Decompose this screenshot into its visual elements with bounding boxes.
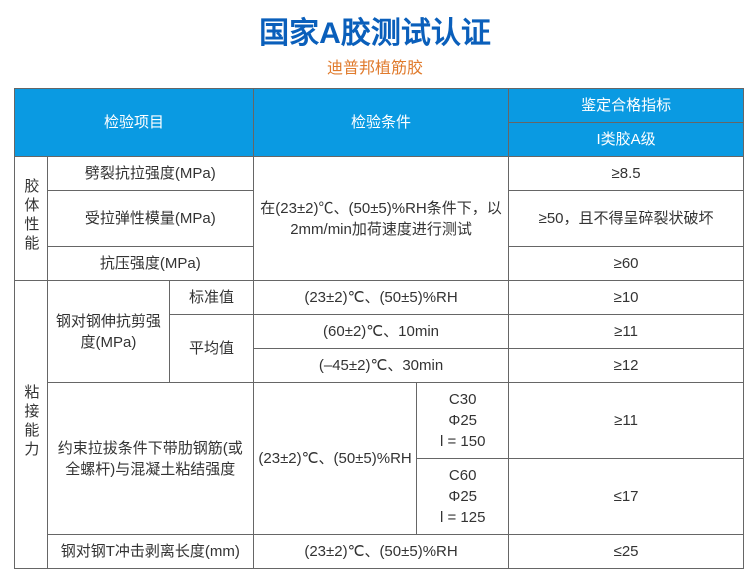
g2-cond2: (60±2)℃、10min bbox=[253, 315, 508, 349]
g2-spec3: ≥12 bbox=[509, 349, 744, 383]
header-cond: 检验条件 bbox=[253, 89, 508, 157]
header-spec-top: 鉴定合格指标 bbox=[509, 89, 744, 123]
group2-label: 粘接能力 bbox=[15, 281, 48, 569]
header-spec-sub: I类胶A级 bbox=[509, 123, 744, 157]
g2-bond-sub2: C60 Φ25 l = 125 bbox=[417, 459, 509, 535]
page-title: 国家A胶测试认证 bbox=[0, 8, 750, 52]
page-subtitle: 迪普邦植筋胶 bbox=[0, 54, 750, 78]
spec-table: 检验项目 检验条件 鉴定合格指标 I类胶A级 胶体性能 劈裂抗拉强度(MPa) … bbox=[14, 88, 744, 569]
g2-bond-cond: (23±2)℃、(50±5)%RH bbox=[253, 383, 416, 535]
g2-cond3: (–45±2)℃、30min bbox=[253, 349, 508, 383]
g2-spec1: ≥10 bbox=[509, 281, 744, 315]
g1-r1-item: 劈裂抗拉强度(MPa) bbox=[47, 157, 253, 191]
g2-shear-item: 钢对钢伸抗剪强度(MPa) bbox=[47, 281, 170, 383]
g2-cond1: (23±2)℃、(50±5)%RH bbox=[253, 281, 508, 315]
g1-cond: 在(23±2)℃、(50±5)%RH条件下，以2mm/min加荷速度进行测试 bbox=[253, 157, 508, 281]
header-item: 检验项目 bbox=[15, 89, 254, 157]
g1-r2-spec: ≥50，且不得呈碎裂状破坏 bbox=[509, 191, 744, 247]
g2-bond-item: 约束拉拔条件下带肋钢筋(或全螺杆)与混凝土粘结强度 bbox=[47, 383, 253, 535]
g2-avg-label: 平均值 bbox=[170, 315, 254, 383]
g2-std-label: 标准值 bbox=[170, 281, 254, 315]
g1-r3-spec: ≥60 bbox=[509, 247, 744, 281]
g2-peel-item: 钢对钢T冲击剥离长度(mm) bbox=[47, 535, 253, 569]
g1-r1-spec: ≥8.5 bbox=[509, 157, 744, 191]
group1-label: 胶体性能 bbox=[15, 157, 48, 281]
g1-r3-item: 抗压强度(MPa) bbox=[47, 247, 253, 281]
g1-r2-item: 受拉弹性模量(MPa) bbox=[47, 191, 253, 247]
g2-peel-cond: (23±2)℃、(50±5)%RH bbox=[253, 535, 508, 569]
g2-peel-spec: ≤25 bbox=[509, 535, 744, 569]
g2-bond-sub1: C30 Φ25 l = 150 bbox=[417, 383, 509, 459]
g2-spec2: ≥11 bbox=[509, 315, 744, 349]
g2-bond-spec2: ≤17 bbox=[509, 459, 744, 535]
g2-bond-spec1: ≥11 bbox=[509, 383, 744, 459]
